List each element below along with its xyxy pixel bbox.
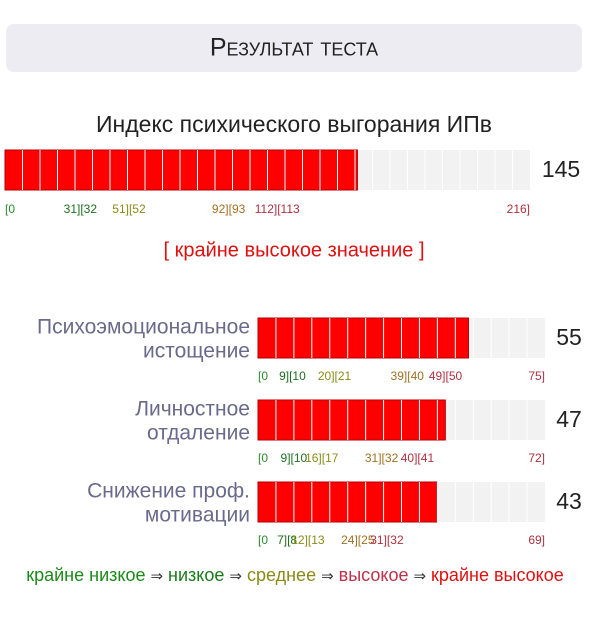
scale-label: [0 xyxy=(5,202,15,216)
gauge-value: 55 xyxy=(556,324,582,350)
scale-label: 40][41 xyxy=(401,451,435,465)
gauge-value: 47 xyxy=(556,406,582,432)
scale-label: 9][10 xyxy=(281,451,308,465)
legend-item: среднее xyxy=(246,565,317,585)
legend-item: крайне низкое xyxy=(26,565,146,585)
header-title: Результат теста xyxy=(210,34,378,62)
result-panel: Результат теста Индекс психического выго… xyxy=(4,24,582,547)
subscale-label: отдаление xyxy=(147,422,250,445)
scale-label: 31][32 xyxy=(365,451,399,465)
subscale-label: Психоэмоциональное xyxy=(37,316,250,339)
scale-label: 49][50 xyxy=(429,369,463,383)
legend-item: высокое xyxy=(338,565,409,585)
gauge-fill xyxy=(257,317,469,359)
scale-label: 92][93 xyxy=(212,202,246,216)
scale-label: [0 xyxy=(258,451,268,465)
verdict: [ крайне высокое значение ] xyxy=(163,239,424,261)
scale-label: 51][52 xyxy=(112,202,146,216)
main-title: Индекс психического выгорания ИПв xyxy=(96,111,492,137)
scale-label: 216] xyxy=(507,202,530,216)
scale-label: 16][17 xyxy=(305,451,339,465)
gauge-fill xyxy=(257,399,446,441)
scale-label: [0 xyxy=(258,369,268,383)
header-box xyxy=(6,24,582,72)
scale-label: 75] xyxy=(528,369,545,383)
legend-arrow: ⇒ xyxy=(321,568,334,585)
scale-label: 12][13 xyxy=(291,533,325,547)
scale-label: 31][32 xyxy=(370,533,404,547)
gauge-value: 145 xyxy=(542,156,580,182)
subscale-label: Снижение проф. xyxy=(87,480,250,503)
legend: крайне низкое ⇒ низкое ⇒ среднее ⇒ высокое ⇒ кра… xyxy=(0,565,590,587)
legend-item: крайне высокое xyxy=(431,565,564,585)
subscale-label: мотивации xyxy=(145,504,250,527)
scale-label: 112][113 xyxy=(255,202,300,216)
legend-item: низкое xyxy=(168,565,225,585)
subscale-label: истощение xyxy=(143,340,250,363)
scale-label: 39][40 xyxy=(391,369,425,383)
scale-label: 7][8 xyxy=(277,533,297,547)
legend-arrow: ⇒ xyxy=(229,568,242,585)
subscale-label: Личностное xyxy=(135,398,250,421)
scale-label: 9][10 xyxy=(279,369,306,383)
legend-arrow: ⇒ xyxy=(413,568,427,585)
gauge-fill xyxy=(4,149,358,191)
scale-label: 24][25 xyxy=(341,533,375,547)
scale-label: 72] xyxy=(528,451,545,465)
legend-arrow: ⇒ xyxy=(150,568,164,585)
scale-label: [0 xyxy=(258,533,268,547)
scale-label: 20][21 xyxy=(318,369,352,383)
scale-label: 31][32 xyxy=(64,202,98,216)
gauge-value: 43 xyxy=(556,488,582,514)
scale-label: 69] xyxy=(528,533,545,547)
